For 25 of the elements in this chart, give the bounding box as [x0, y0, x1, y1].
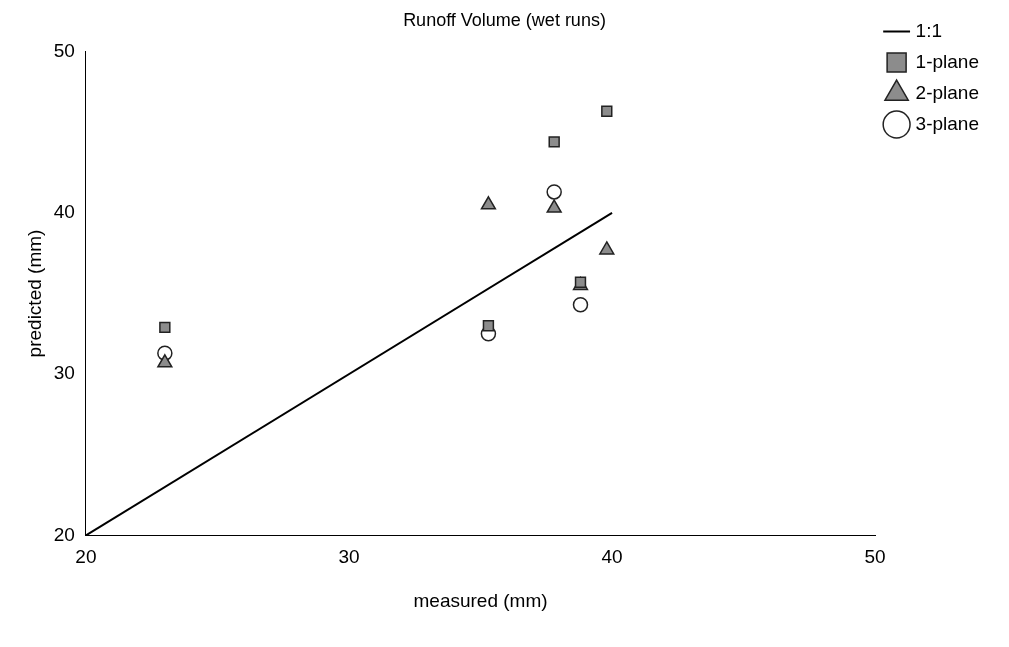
point: [599, 241, 615, 255]
point: [546, 199, 562, 213]
y-tick-label: 40: [53, 201, 75, 223]
point: [572, 297, 589, 313]
point: [480, 196, 497, 210]
point: [548, 136, 560, 148]
x-tick-label: 40: [601, 546, 623, 568]
y-axis-title: predicted (mm): [23, 229, 45, 358]
x-tick-label: 50: [864, 546, 886, 568]
legend-label: 1:1: [915, 19, 943, 41]
point: [546, 184, 562, 200]
point: [157, 354, 173, 368]
x-tick-label: 20: [75, 546, 97, 568]
chart-title: Runoff Volume (wet runs): [403, 9, 606, 30]
y-tick-label: 50: [53, 39, 75, 61]
legend-label: 1-plane: [915, 50, 980, 72]
point: [482, 320, 495, 332]
x-tick-label: 30: [338, 546, 360, 568]
legend-label: 3-plane: [915, 112, 980, 134]
legend-label: 2-plane: [915, 81, 980, 103]
point: [601, 105, 613, 117]
point: [159, 321, 171, 334]
y-tick-label: 30: [53, 362, 75, 384]
x-axis-title: measured (mm): [413, 589, 548, 611]
y-tick-label: 20: [53, 523, 75, 545]
